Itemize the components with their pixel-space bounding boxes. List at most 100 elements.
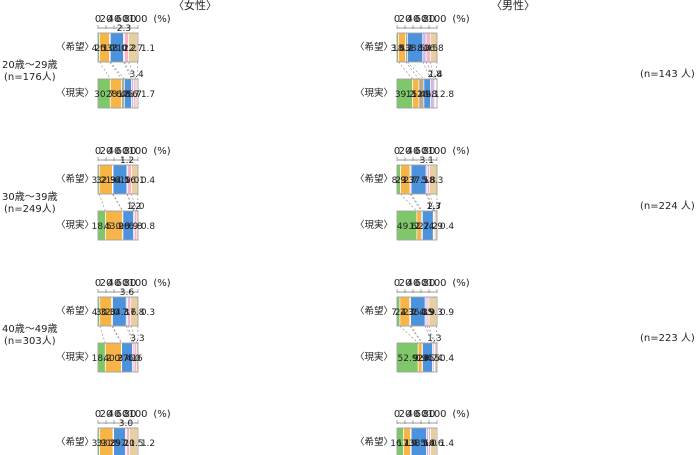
bar-frame — [396, 32, 438, 63]
data-label: 4.0 — [92, 44, 107, 54]
data-label: 5.7 — [125, 90, 139, 100]
axis-tick-label: 60 — [116, 278, 129, 289]
data-label: 38.5 — [405, 44, 425, 54]
age-label: 30歳〜39歳 — [2, 191, 57, 203]
data-label: 3.5 — [391, 44, 405, 54]
connector-line — [429, 193, 436, 212]
axis-tick-label: 40 — [407, 278, 420, 289]
data-label: 16.8 — [424, 44, 444, 54]
connector-line — [407, 61, 425, 80]
axis-tick-label: 20 — [399, 146, 412, 157]
data-label: 5.8 — [421, 176, 436, 186]
row-label-hope: 〈希望〉 — [355, 173, 393, 185]
data-label: 28.4 — [106, 90, 126, 100]
connector-line — [128, 61, 137, 80]
row-label-hope: 〈希望〉 — [56, 173, 94, 185]
sample-size-male: (n=223 人) — [640, 332, 695, 344]
data-label: 0.4 — [141, 176, 156, 186]
axis-tick-label: 0 — [394, 409, 400, 420]
data-label: 15.4 — [406, 90, 426, 100]
data-label: 1.3 — [427, 334, 441, 344]
row-label-hope: 〈希望〉 — [56, 41, 94, 53]
data-label: 1.2 — [127, 202, 141, 212]
data-label: 1.4 — [440, 439, 455, 449]
connector-line — [422, 61, 431, 80]
data-label: 18.5 — [92, 222, 112, 232]
bar-frame — [97, 427, 139, 455]
bar-frame — [97, 210, 139, 241]
data-label: 17.8 — [124, 308, 144, 318]
axis-tick-label: 100 — [427, 146, 446, 157]
data-label: 18.3 — [423, 176, 443, 186]
data-label: 25.0 — [95, 44, 115, 54]
connector-line — [409, 193, 422, 212]
connector-line — [127, 325, 135, 344]
data-label: 17.6 — [118, 90, 138, 100]
data-label: 27.2 — [418, 222, 438, 232]
data-label: 9.9 — [413, 354, 428, 364]
sample-size-male: (n=143 人) — [640, 68, 695, 80]
axis-tick-label: 60 — [415, 278, 428, 289]
bar-frame — [396, 164, 438, 195]
connector-line — [112, 193, 123, 212]
data-label: 4.9 — [429, 222, 444, 232]
data-label: 16.1 — [390, 439, 410, 449]
axis-tick-label: 20 — [100, 146, 113, 157]
connector-line — [99, 61, 111, 80]
axis-tick-label: 40 — [407, 409, 420, 420]
connector-line — [110, 61, 125, 80]
axis-tick-label: 80 — [423, 14, 436, 25]
data-label: 2.3 — [117, 24, 131, 34]
data-label: 2.8 — [440, 90, 455, 100]
data-label: 0.7 — [114, 354, 128, 364]
connector-line — [435, 61, 438, 80]
axis-tick-label: 60 — [116, 409, 129, 420]
data-label: 7.1 — [121, 439, 135, 449]
data-label: 3.9 — [92, 439, 107, 449]
data-label: 10.5 — [418, 44, 438, 54]
data-label: 6.6 — [128, 354, 143, 364]
data-label: 0.8 — [116, 222, 131, 232]
axis-tick-label: 0 — [95, 14, 101, 25]
row-label-hope: 〈希望〉 — [355, 41, 393, 53]
data-label: 30.0 — [96, 308, 116, 318]
row-label-reality: 〈現実〉 — [355, 87, 393, 99]
data-label: 6.8 — [116, 90, 131, 100]
sample-size-female: (n=303人) — [4, 335, 56, 347]
data-label: 5.0 — [420, 439, 435, 449]
bar-frame — [97, 296, 139, 327]
data-label: 4.5 — [426, 354, 440, 364]
data-label: 8.9 — [392, 176, 407, 186]
data-label: 18.2 — [392, 44, 412, 54]
data-label: 1.2 — [120, 156, 134, 166]
axis-unit: (%) — [153, 14, 170, 25]
axis-unit: (%) — [153, 146, 170, 157]
data-label: 7.6 — [122, 308, 137, 318]
data-label: 3.1 — [420, 156, 434, 166]
data-label: 7.2 — [391, 308, 405, 318]
axis-tick-label: 80 — [423, 278, 436, 289]
data-label: 39.2 — [395, 90, 415, 100]
sample-size-female: (n=176人) — [4, 71, 56, 83]
data-label: 1.1 — [141, 44, 155, 54]
axis-unit: (%) — [452, 14, 469, 25]
axis-unit: (%) — [452, 278, 469, 289]
data-label: 2.0 — [105, 308, 120, 318]
bar-frame — [396, 210, 438, 241]
connector-line — [398, 61, 413, 80]
row-label-reality: 〈現実〉 — [56, 87, 94, 99]
bar-frame — [396, 427, 438, 455]
data-label: 3.3 — [130, 334, 144, 344]
data-label: 38.6 — [409, 439, 429, 449]
connector-line — [399, 325, 419, 344]
connector-line — [112, 325, 122, 344]
connector-line — [111, 325, 122, 344]
connector-line — [426, 325, 435, 344]
data-label: 5.0 — [422, 439, 437, 449]
connector-line — [400, 193, 418, 212]
row-label-hope: 〈希望〉 — [56, 436, 94, 448]
axis-tick-label: 20 — [100, 278, 113, 289]
data-label: 30.7 — [94, 90, 114, 100]
row-label-reality: 〈現実〉 — [56, 351, 94, 363]
